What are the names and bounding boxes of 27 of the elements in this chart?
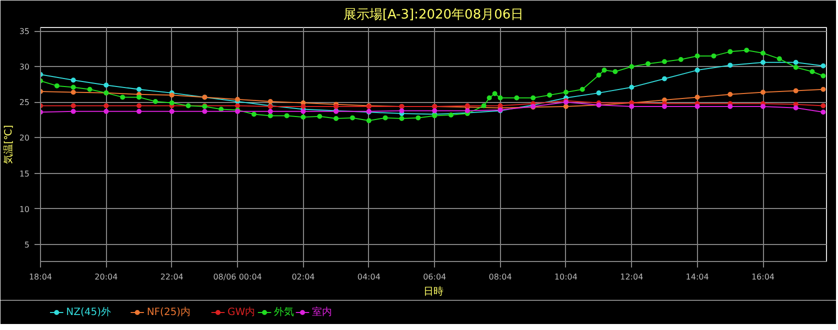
legend-label: NZ(45)外 [66,307,111,318]
y-tick-label: 5 [24,240,30,250]
legend-label: 室内 [312,306,332,318]
x-tick-label: 16:04 [751,272,775,282]
y-tick-label: 30 [19,62,30,72]
legend-label: GW内 [228,306,256,318]
x-tick-label: 04:04 [357,272,380,282]
x-tick-label: 20:04 [94,272,118,282]
y-tick-label: 20 [19,134,30,143]
x-tick-label: 08/06 00:04 [213,272,262,282]
y-tick-label: 35 [19,27,30,36]
x-tick-label: 18:04 [28,272,52,282]
legend-label: NF(25)内 [146,306,191,318]
x-tick-label: 12:04 [620,272,644,282]
y-tick-label: 25 [19,98,30,108]
y-tick-label: 15 [19,169,30,178]
x-tick-label: 10:04 [554,272,578,282]
x-tick-label: 14:04 [686,272,709,282]
y-tick-label: 10 [19,204,30,214]
x-tick-label: 22:04 [160,272,184,282]
x-tick-label: 02:04 [292,272,315,282]
x-axis-title: 日時 [424,286,444,298]
legend-label: 外気 [274,307,294,318]
x-tick-label: 06:04 [423,272,446,282]
y-axis-title: 気温[℃] [2,124,14,164]
chart-title: 展示場[A-3]:2020年08月06日 [343,8,524,22]
x-tick-label: 08:04 [488,272,512,282]
